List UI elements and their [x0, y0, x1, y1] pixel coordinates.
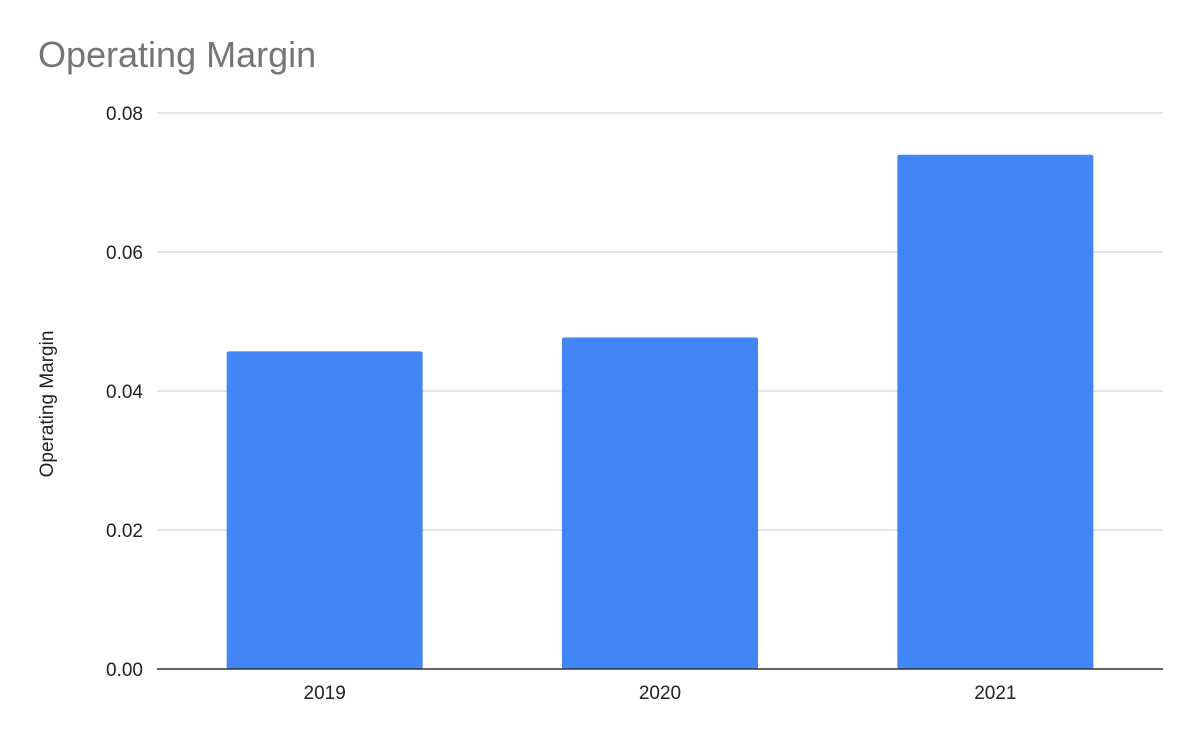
y-axis-label: Operating Margin	[37, 331, 58, 478]
x-tick-label: 2021	[974, 683, 1016, 704]
chart-title: Operating Margin	[38, 34, 317, 75]
tick-labels: 0.00 0.02 0.04 0.06 0.08 2019 2020 2021	[106, 104, 1016, 704]
bars	[226, 154, 1094, 669]
y-tick-label: 0.06	[106, 243, 143, 264]
x-tick-label: 2019	[304, 683, 346, 704]
y-tick-label: 0.08	[106, 104, 143, 125]
bar-2019	[226, 351, 423, 669]
x-tick-label: 2020	[639, 683, 681, 704]
y-tick-label: 0.00	[106, 660, 143, 681]
bar-2020	[562, 337, 758, 669]
bar-2021	[897, 154, 1094, 669]
y-tick-label: 0.04	[106, 382, 143, 403]
y-tick-label: 0.02	[106, 521, 143, 542]
